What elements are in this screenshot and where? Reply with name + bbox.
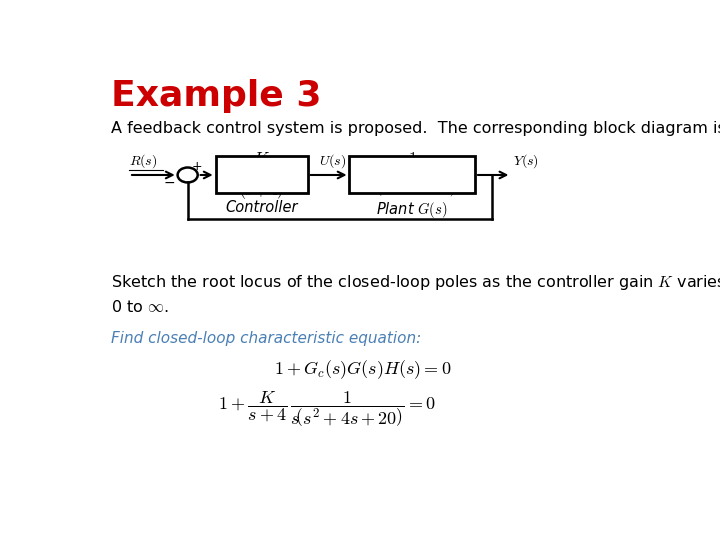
Text: Controller: Controller (225, 200, 298, 215)
Bar (215, 156, 307, 193)
Text: Example 3: Example 3 (111, 79, 322, 113)
Text: $1+G_c(s)G(s)H(s)=0$: $1+G_c(s)G(s)H(s)=0$ (274, 358, 451, 381)
Text: $K$: $K$ (253, 151, 270, 168)
Text: $1$: $1$ (408, 151, 417, 168)
Text: −: − (163, 176, 176, 190)
Text: $(s+4)$: $(s+4)$ (239, 181, 284, 201)
Text: $U(s)$: $U(s)$ (319, 152, 346, 170)
Text: $R(s)$: $R(s)$ (129, 152, 158, 170)
Text: Sketch the root locus of the closed-loop poles as the controller gain $K$ varies: Sketch the root locus of the closed-loop… (111, 273, 720, 315)
Text: $Y(s)$: $Y(s)$ (513, 152, 539, 170)
Text: A feedback control system is proposed.  The corresponding block diagram is:: A feedback control system is proposed. T… (111, 121, 720, 136)
Text: $1+\dfrac{K}{s+4}\,\dfrac{1}{s\!\left(s^2+4s+20\right)}=0$: $1+\dfrac{K}{s+4}\,\dfrac{1}{s\!\left(s^… (218, 389, 436, 429)
Text: +: + (192, 160, 203, 173)
Text: $s(s^2+4s+20)$: $s(s^2+4s+20)$ (369, 181, 455, 199)
Text: Find closed-loop characteristic equation:: Find closed-loop characteristic equation… (111, 331, 421, 346)
Bar (349, 156, 475, 193)
Text: Plant $G(s)$: Plant $G(s)$ (377, 200, 448, 220)
